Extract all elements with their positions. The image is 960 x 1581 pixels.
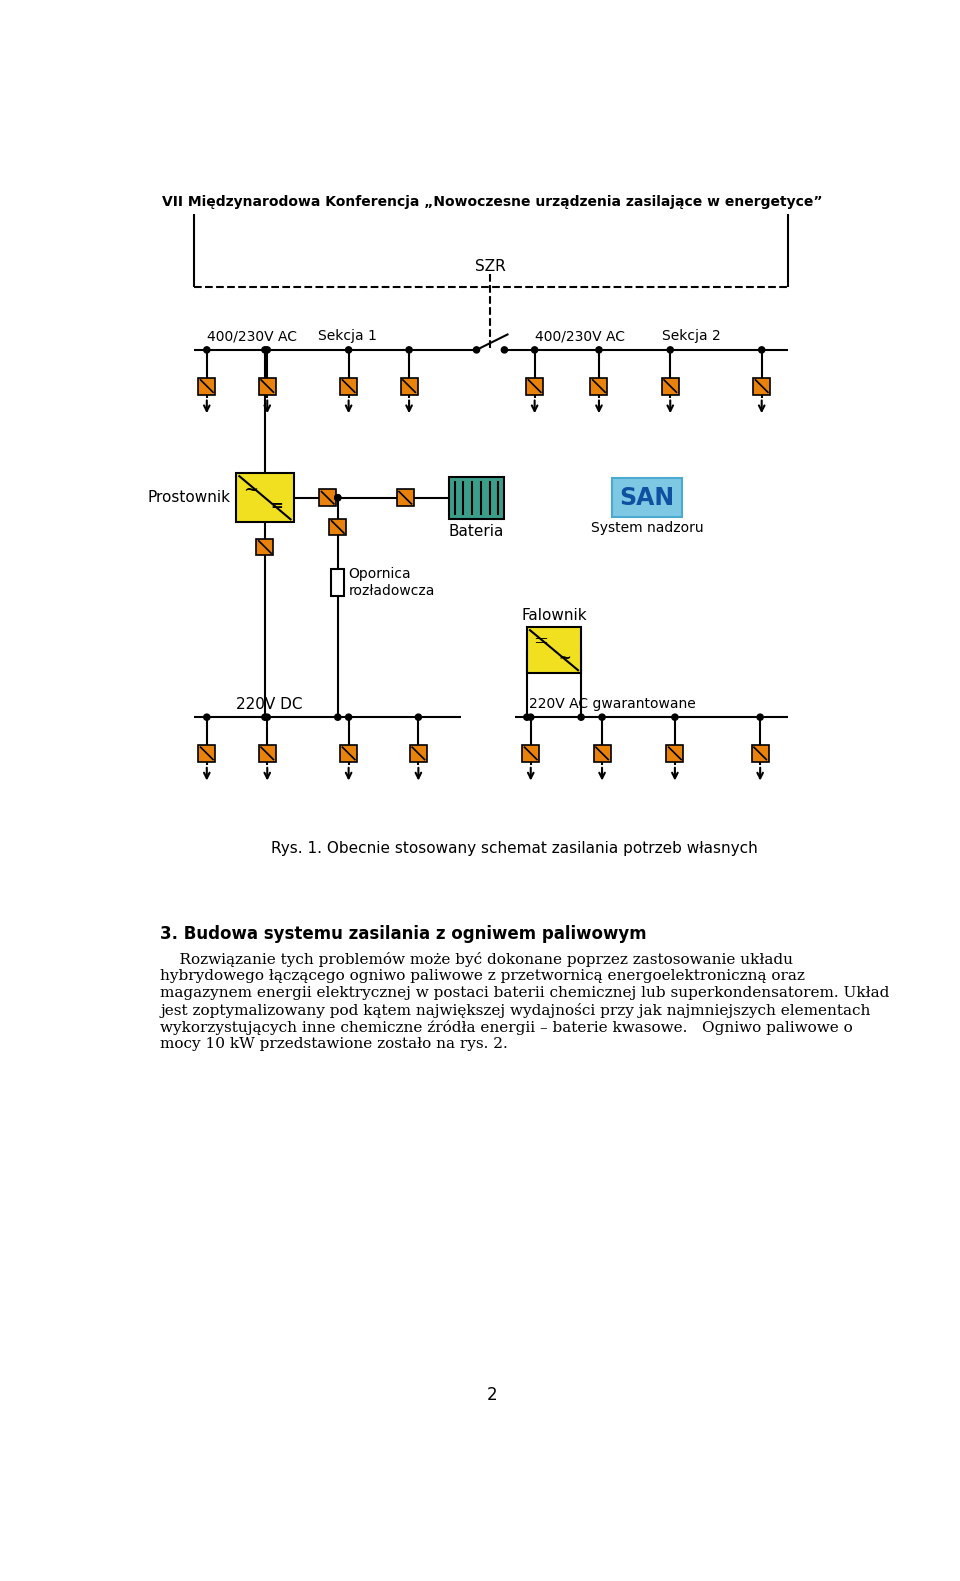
Text: Bateria: Bateria [449, 523, 504, 539]
Circle shape [532, 346, 538, 353]
Bar [319, 489, 336, 506]
Circle shape [346, 715, 351, 721]
Circle shape [335, 715, 341, 721]
Text: Opornica
rozładowcza: Opornica rozładowcza [348, 568, 435, 598]
Text: Rozwiązanie tych problemów może być dokonane poprzez zastosowanie układu: Rozwiązanie tych problemów może być doko… [160, 952, 793, 968]
Text: 2: 2 [487, 1387, 497, 1404]
Bar [590, 378, 608, 395]
Text: Falownik: Falownik [521, 609, 587, 623]
Circle shape [578, 715, 585, 721]
Bar [259, 745, 276, 762]
Circle shape [346, 346, 351, 353]
Text: 400/230V AC: 400/230V AC [535, 329, 625, 343]
Circle shape [758, 346, 765, 353]
Circle shape [501, 346, 508, 353]
Circle shape [416, 715, 421, 721]
Text: jest zoptymalizowany pod kątem największej wydajności przy jak najmniejszych ele: jest zoptymalizowany pod kątem największ… [160, 1002, 871, 1018]
Bar [256, 539, 274, 555]
Text: hybrydowego łączącego ogniwo paliwowe z przetwornicą energoelektroniczną oraz: hybrydowego łączącego ogniwo paliwowe z … [160, 969, 805, 983]
Text: Sekcja 1: Sekcja 1 [318, 329, 376, 343]
Bar [593, 745, 611, 762]
Text: mocy 10 kW przedstawione zostało na rys. 2.: mocy 10 kW przedstawione zostało na rys.… [160, 1037, 508, 1051]
Text: 400/230V AC: 400/230V AC [206, 329, 297, 343]
Circle shape [599, 715, 605, 721]
Circle shape [262, 346, 268, 353]
Text: ~: ~ [243, 481, 258, 498]
Bar [522, 745, 540, 762]
Circle shape [204, 715, 210, 721]
Text: Prostownik: Prostownik [147, 490, 230, 506]
Circle shape [524, 715, 530, 721]
Text: magazynem energii elektrycznej w postaci baterii chemicznej lub superkondensator: magazynem energii elektrycznej w postaci… [160, 987, 890, 999]
Circle shape [264, 346, 271, 353]
Circle shape [667, 346, 673, 353]
Circle shape [204, 346, 210, 353]
Bar [340, 745, 357, 762]
Bar [329, 519, 347, 536]
Bar [400, 378, 418, 395]
Text: 220V DC: 220V DC [236, 697, 302, 711]
Text: Rys. 1. Obecnie stosowany schemat zasilania potrzeb własnych: Rys. 1. Obecnie stosowany schemat zasila… [271, 841, 757, 855]
Circle shape [264, 715, 271, 721]
Bar [448, 476, 504, 519]
Text: VII Międzynarodowa Konferencja „Nowoczesne urządzenia zasilające w energetyce”: VII Międzynarodowa Konferencja „Nowoczes… [161, 194, 823, 209]
Text: 220V AC gwarantowane: 220V AC gwarantowane [529, 697, 696, 711]
Circle shape [757, 715, 763, 721]
Circle shape [528, 715, 534, 721]
Text: 3. Budowa systemu zasilania z ogniwem paliwowym: 3. Budowa systemu zasilania z ogniwem pa… [160, 925, 647, 944]
Bar [199, 745, 215, 762]
Text: =: = [270, 500, 283, 512]
Circle shape [596, 346, 602, 353]
Bar [527, 628, 581, 674]
Text: Sekcja 2: Sekcja 2 [662, 329, 721, 343]
Bar [410, 745, 427, 762]
Circle shape [335, 495, 341, 501]
Circle shape [672, 715, 678, 721]
Bar [666, 745, 684, 762]
Bar [331, 569, 345, 596]
Bar [754, 378, 770, 395]
Text: SZR: SZR [475, 259, 506, 274]
Circle shape [406, 346, 412, 353]
Circle shape [473, 346, 480, 353]
Text: SAN: SAN [619, 485, 675, 509]
Circle shape [262, 715, 268, 721]
Bar [526, 378, 543, 395]
Bar [752, 745, 769, 762]
Bar [259, 378, 276, 395]
Circle shape [335, 495, 341, 501]
Bar [199, 378, 215, 395]
Bar [396, 489, 414, 506]
Bar [340, 378, 357, 395]
Bar [236, 473, 294, 522]
Text: wykorzystujących inne chemiczne źródła energii – baterie kwasowe.   Ogniwo paliw: wykorzystujących inne chemiczne źródła e… [160, 1020, 853, 1036]
Text: System nadzoru: System nadzoru [590, 520, 704, 534]
Text: =: = [533, 634, 548, 651]
Bar [661, 378, 679, 395]
Bar [612, 479, 682, 517]
Text: ~: ~ [559, 651, 571, 666]
